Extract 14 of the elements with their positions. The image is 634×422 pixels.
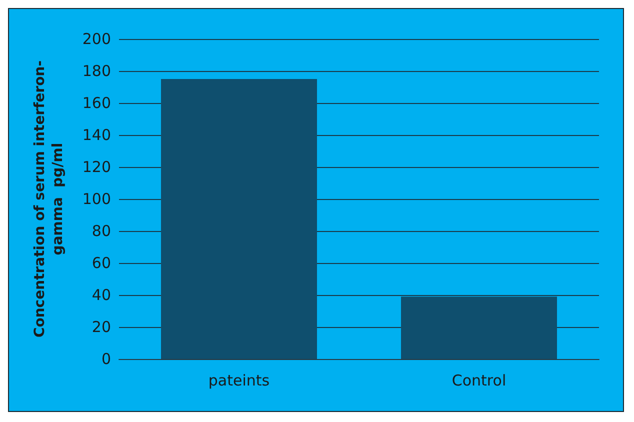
y-tick-label: 180: [82, 62, 111, 80]
y-tick-label: 0: [101, 350, 111, 368]
x-tick-label: Control: [452, 372, 506, 390]
y-tick-label: 60: [92, 254, 111, 272]
y-tick-label: 120: [82, 158, 111, 176]
y-tick-label: 140: [82, 126, 111, 144]
y-tick-label: 80: [92, 222, 111, 240]
y-tick-label: 200: [82, 30, 111, 48]
y-axis-title: Concentration of serum interferon-gamma pg/ml: [32, 60, 66, 338]
x-tick-label: pateints: [208, 372, 270, 390]
y-tick-label: 40: [92, 286, 111, 304]
y-tick-label: 100: [82, 190, 111, 208]
y-tick-label: 20: [92, 318, 111, 336]
y-tick-label: 160: [82, 94, 111, 112]
